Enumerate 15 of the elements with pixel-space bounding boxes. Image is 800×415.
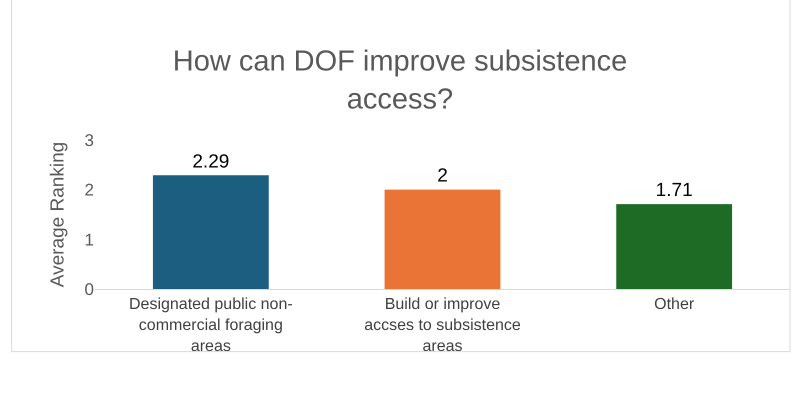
- data-label: 1.71: [656, 180, 693, 202]
- x-tick-label: Designated public non-commercial foraging areas: [128, 296, 293, 355]
- bar: [616, 204, 732, 289]
- chart-title: How can DOF improve subsistence access?: [172, 46, 628, 116]
- y-tick-label: 2: [84, 180, 94, 200]
- bar: [152, 175, 269, 289]
- y-tick-label: 0: [84, 280, 94, 299]
- x-tick-label: Other: [654, 296, 695, 314]
- y-tick-label: 1: [84, 230, 94, 250]
- y-tick-label: 3: [84, 130, 94, 150]
- y-axis-title: Average Ranking: [47, 142, 68, 288]
- data-label: 2.29: [192, 151, 230, 172]
- bar: [384, 190, 500, 289]
- x-tick-label: Build or improve accses to subsistence areas: [364, 296, 521, 355]
- data-label: 2: [437, 166, 448, 187]
